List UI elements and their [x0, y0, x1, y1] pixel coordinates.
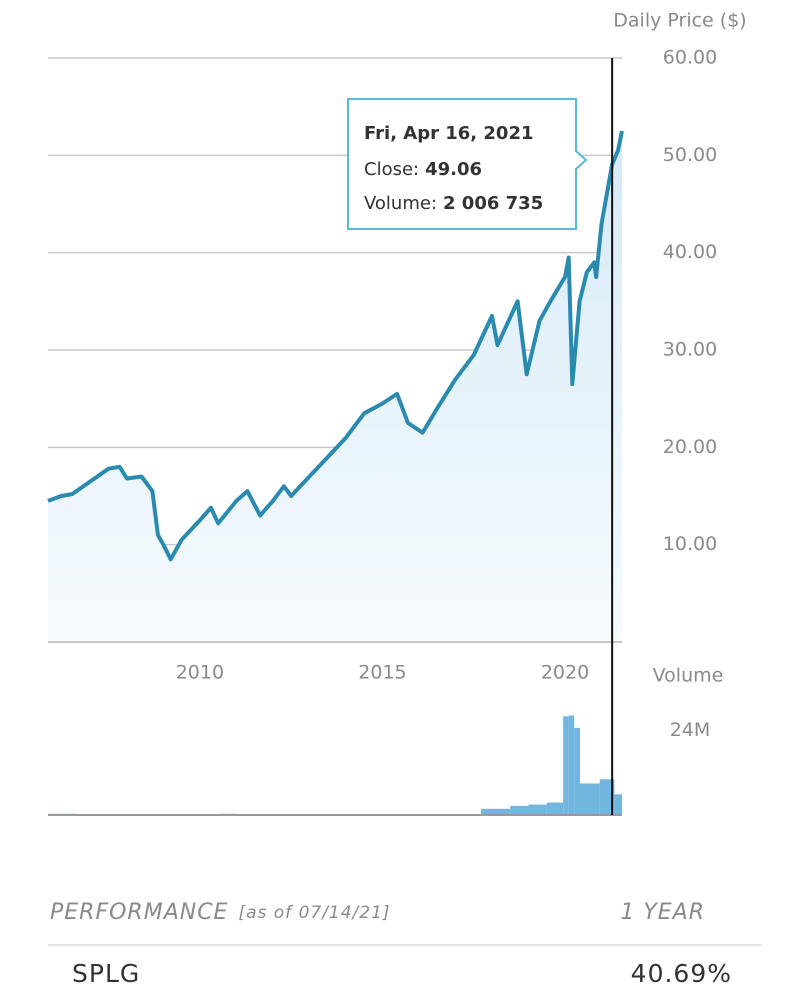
y-tick-label: 24M — [670, 719, 711, 741]
close-label: Close: — [364, 159, 419, 180]
price-chart: Daily Price ($) 10.00 20.00 30.00 40.00 50.0… — [47, 10, 747, 684]
y-tick-label: 60.00 — [663, 47, 717, 69]
close-value: 49.06 — [425, 159, 482, 180]
fund-return: 40.69% — [631, 959, 732, 988]
y-tick-label: 50.00 — [663, 144, 717, 166]
tooltip-volume: Volume: 2 006 735 — [364, 193, 543, 214]
tooltip-date: Fri, Apr 16, 2021 — [364, 123, 534, 144]
price-line — [47, 130, 624, 562]
period-header: 1 YEAR — [620, 900, 705, 925]
volume-chart: Volume 24M — [48, 665, 723, 816]
y-axis-title: Volume — [653, 665, 724, 687]
x-tick-label: 2015 — [358, 662, 406, 684]
area — [48, 131, 622, 642]
as-of: [as of 07/14/21] — [238, 903, 390, 923]
volume-bar — [599, 779, 615, 815]
volume-bar — [568, 715, 575, 815]
volume-bar — [528, 804, 547, 815]
volume-bar — [481, 808, 511, 815]
tooltip: Fri, Apr 16, 2021 Close: 49.06 Volume: 2 006… — [347, 98, 588, 230]
volume-bar — [563, 716, 569, 815]
y-axis-title: Daily Price ($) — [613, 10, 746, 32]
y-tick-label: 30.00 — [663, 339, 717, 361]
x-tick-label: 2020 — [541, 662, 589, 684]
y-tick-label: 10.00 — [663, 533, 717, 555]
performance-title: PERFORMANCE — [50, 900, 228, 925]
performance-table: PERFORMANCE [as of 07/14/21] 1 YEAR SPLG … — [48, 900, 762, 988]
volume-bar — [510, 805, 529, 815]
volume-label: Volume: — [364, 193, 437, 214]
tooltip-close: Close: 49.06 — [364, 159, 482, 180]
x-tick-label: 2010 — [176, 662, 224, 684]
volume-bar — [580, 783, 600, 815]
y-tick-label: 20.00 — [663, 436, 717, 458]
volume-value: 2 006 735 — [443, 193, 543, 214]
volume-bar — [614, 794, 622, 815]
performance-header: PERFORMANCE [as of 07/14/21] — [50, 900, 391, 925]
y-tick-label: 40.00 — [663, 241, 717, 263]
volume-bar — [574, 727, 581, 815]
tooltip-box — [347, 98, 588, 230]
volume-bar — [546, 802, 564, 815]
fund-ticker: SPLG — [72, 959, 140, 988]
